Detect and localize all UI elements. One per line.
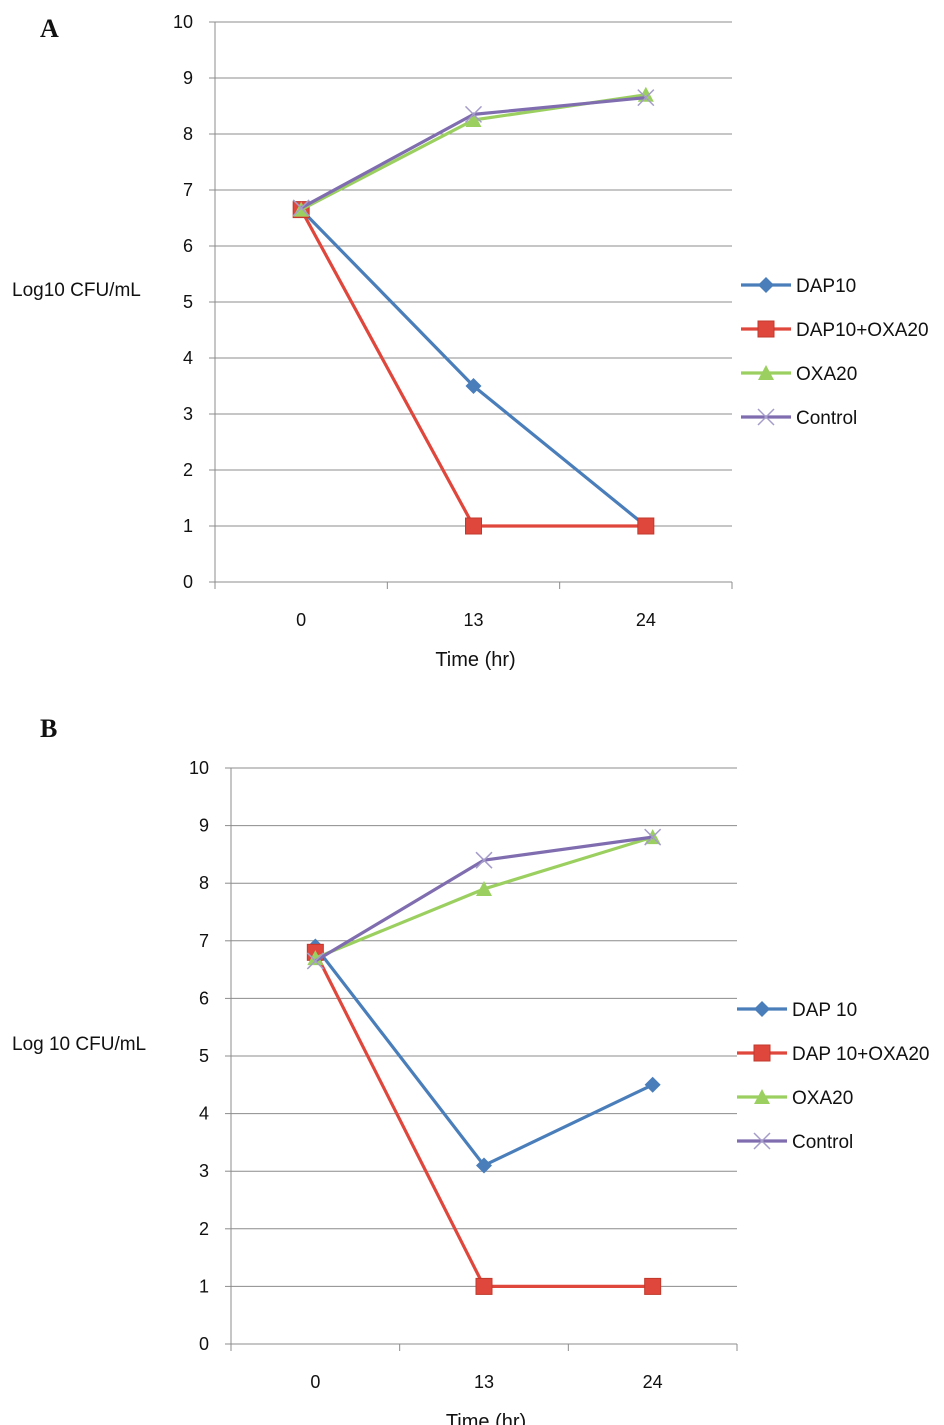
chart-a-y-tick-label: 4 (183, 348, 193, 368)
chart-a-y-tick-label: 0 (183, 572, 193, 592)
chart-a-legend-marker-stroke-2 (757, 408, 775, 426)
chart-b-point-dap-10 (644, 1076, 661, 1093)
chart-b-point-oxa20 (307, 950, 324, 966)
chart-a-point-dap10 (465, 378, 482, 394)
chart-a-series-oxa20 (293, 86, 654, 217)
chart-a-legend-item-dap10-oxa20: DAP10+OXA20 (741, 320, 929, 341)
chart-a-legend-marker (757, 408, 775, 426)
chart-b-legend-marker (753, 1132, 771, 1150)
chart-a-y-tick-label: 2 (183, 460, 193, 480)
chart-a-series-control (292, 89, 655, 217)
chart-a-x-tick-label: 0 (296, 610, 306, 630)
chart-b-y-tick-label: 8 (199, 873, 209, 893)
chart-b-point-dap-10-oxa20 (475, 1277, 493, 1295)
chart-b-y-tick-label: 4 (199, 1104, 209, 1124)
chart-a-legend-marker (758, 365, 774, 380)
chart-a-legend-marker (757, 320, 775, 338)
chart-b-y-tick-label: 9 (199, 816, 209, 836)
chart-a-y-tick-label: 10 (173, 12, 193, 32)
chart-a-legend-label: DAP10 (796, 276, 856, 297)
panel-label-a: A (40, 14, 59, 43)
chart-b-legend-marker (754, 1001, 770, 1017)
chart-a-series-dap10-oxa20 (292, 201, 655, 535)
chart-b-y-tick-label: 2 (199, 1219, 209, 1239)
chart-a-legend-label: OXA20 (796, 364, 857, 385)
chart-b-series-oxa20 (307, 829, 661, 966)
chart-a-y-tick-label: 5 (183, 292, 193, 312)
chart-a-legend-label: DAP10+OXA20 (796, 320, 929, 341)
chart-b-legend-marker (753, 1044, 771, 1062)
chart-b-point-control-stroke-2 (644, 828, 662, 846)
chart-a-point-control-stroke-2 (637, 89, 655, 107)
chart-b-point-control-stroke-2 (475, 851, 493, 869)
chart-b-line-dap-10-oxa20 (313, 951, 653, 1289)
chart-b-legend-marker (754, 1089, 770, 1104)
chart-b-line-control (314, 835, 653, 963)
chart-a-point-dap10-oxa20 (465, 517, 482, 535)
chart-b-point-oxa20 (476, 880, 492, 896)
chart-a-point-control (292, 199, 310, 217)
chart-b-y-tick-label: 5 (199, 1046, 209, 1066)
chart-a-y-axis-label: Log10 CFU/mL (12, 280, 141, 301)
chart-b-y-tick-label: 3 (199, 1161, 209, 1181)
chart-b-point-control (306, 952, 324, 970)
chart-b-y-tick-label: 7 (199, 931, 209, 951)
chart-b-legend-item-dap-10: DAP 10 (737, 1000, 857, 1021)
chart-a-x-tick-label: 13 (463, 610, 483, 630)
chart-a-line-dap10-oxa20 (299, 208, 646, 528)
chart-a-point-dap10-oxa20 (637, 517, 655, 535)
chart-a-legend-item-dap10: DAP10 (741, 276, 856, 297)
chart-b-y-tick-label: 10 (189, 758, 209, 778)
chart-b-legend-item-control: Control (737, 1132, 853, 1153)
chart-a-point-control (464, 105, 483, 123)
chart-b-y-tick-label: 0 (199, 1334, 209, 1354)
chart-a-legend-item-control: Control (741, 408, 857, 429)
chart-b-legend-item-dap-10-oxa20: DAP 10+OXA20 (737, 1044, 930, 1065)
chart-b-line-oxa20 (314, 835, 654, 960)
chart-a-legend-label: Control (796, 408, 857, 429)
chart-a-x-axis-label: Time (hr) (435, 649, 515, 671)
chart-b: 0 1 2 3 4 5 6 7 8 9 10 0 13 24 Time (hr) Log 10 CFU/mL D… (12, 758, 930, 1425)
chart-b-legend-label: Control (792, 1132, 853, 1153)
chart-b-legend-item-oxa20: OXA20 (737, 1088, 853, 1109)
chart-b-point-control (475, 851, 493, 869)
chart-a-series-dap10 (293, 201, 654, 534)
panel-label-b: B (40, 714, 58, 743)
chart-b-series-dap-10-oxa20 (306, 943, 662, 1295)
chart-b-x-tick-label: 13 (474, 1372, 494, 1392)
chart-b-legend-label: DAP 10 (792, 1000, 857, 1021)
chart-b-legend-marker-stroke-2 (753, 1132, 771, 1150)
chart-a-point-control-stroke-2 (464, 105, 483, 123)
chart-a-point-oxa20 (465, 112, 482, 127)
chart-a-y-tick-label: 1 (183, 516, 193, 536)
chart-a-y-tick-label: 7 (183, 180, 193, 200)
chart-a-legend-marker (758, 277, 774, 293)
chart-b-legend-label: DAP 10+OXA20 (792, 1044, 930, 1065)
chart-a-y-tick-label: 3 (183, 404, 193, 424)
chart-b-x-axis-label: Time (hr) (446, 1411, 526, 1425)
chart-b-y-axis-label: Log 10 CFU/mL (12, 1034, 146, 1055)
chart-a-y-tick-label: 6 (183, 236, 193, 256)
chart-a: 0 1 2 3 4 5 6 7 8 9 10 0 13 24 Time (hr) Log10 CFU/mL DA… (12, 12, 929, 671)
chart-b-y-tick-label: 1 (199, 1276, 209, 1296)
chart-a-point-control (637, 89, 655, 107)
chart-b-x-tick-label: 24 (643, 1372, 663, 1392)
chart-a-point-control-stroke-2 (292, 199, 310, 217)
chart-a-y-tick-label: 9 (183, 68, 193, 88)
chart-b-legend-label: OXA20 (792, 1088, 853, 1109)
chart-b-point-control-stroke-2 (306, 952, 324, 970)
chart-a-line-dap10 (300, 208, 647, 528)
chart-b-y-tick-label: 6 (199, 988, 209, 1008)
chart-b-series-control (306, 828, 662, 970)
chart-a-legend-item-oxa20: OXA20 (741, 364, 857, 385)
chart-a-x-tick-label: 24 (636, 610, 656, 630)
chart-b-x-tick-label: 0 (310, 1372, 320, 1392)
chart-b-point-control (644, 828, 662, 846)
chart-b-point-dap-10-oxa20 (644, 1277, 662, 1295)
chart-a-y-tick-label: 8 (183, 124, 193, 144)
chart-b-point-dap-10 (476, 1157, 492, 1174)
